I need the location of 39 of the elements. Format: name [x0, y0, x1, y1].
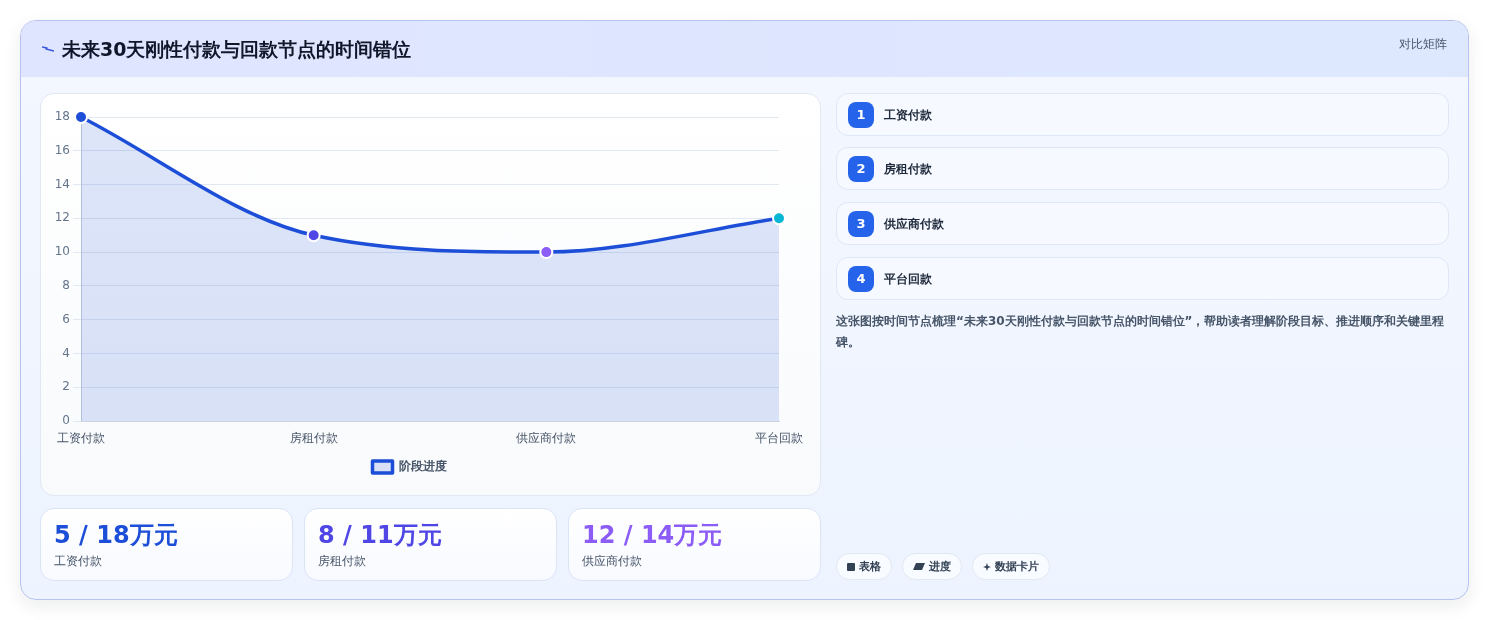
text: 进度	[929, 559, 951, 574]
text: 12 / 14万元	[582, 520, 723, 551]
text: 房租付款	[884, 161, 932, 177]
text: 供应商付款	[884, 216, 944, 232]
chart-title: 未来30天刚性付款与回款节点的时间错位	[62, 37, 412, 62]
point	[74, 110, 88, 124]
text: 工资付款	[54, 553, 102, 569]
y-tick-label: 18	[54, 109, 70, 124]
text: 对比矩阵	[1399, 36, 1447, 52]
point	[306, 228, 321, 243]
text: 平台回款	[884, 271, 932, 287]
text: 4	[848, 266, 874, 292]
y-tick-label: 14	[54, 176, 70, 191]
x-tick-label: 平台回款	[755, 431, 803, 446]
text: 数据卡片	[995, 559, 1039, 574]
y-tick-label: 12	[54, 210, 70, 225]
text: 8 / 11万元	[318, 520, 442, 551]
x-tick-label: 供应商付款	[516, 431, 577, 446]
text: 表格	[859, 559, 881, 574]
y-tick-label: 2	[62, 379, 70, 394]
text: 供应商付款	[582, 553, 642, 569]
y-tick-label: 6	[62, 311, 70, 326]
text: 房租付款	[318, 553, 366, 569]
text: 这张图按时间节点梳理“未来30天刚性付款与回款节点的时间错位”，帮助读者理解阶段目标、推进顺序和关键里程碑。	[836, 313, 1446, 351]
y-tick-label: 10	[54, 244, 70, 259]
text: 工资付款	[884, 107, 932, 123]
text: 1	[848, 102, 874, 128]
y-tick-label: 0	[62, 413, 70, 428]
y-tick-label: 4	[62, 345, 70, 360]
text: 5 / 18万元	[54, 520, 178, 551]
x-tick-label: 工资付款	[57, 431, 105, 446]
text: 3	[848, 211, 874, 237]
point	[539, 245, 554, 260]
legend-label: 阶段进度	[398, 459, 447, 474]
y-tick-label: 16	[54, 142, 70, 157]
y-tick-label: 8	[62, 278, 70, 293]
point	[772, 211, 786, 226]
x-tick-label: 房租付款	[289, 431, 338, 446]
text: 2	[848, 156, 874, 182]
